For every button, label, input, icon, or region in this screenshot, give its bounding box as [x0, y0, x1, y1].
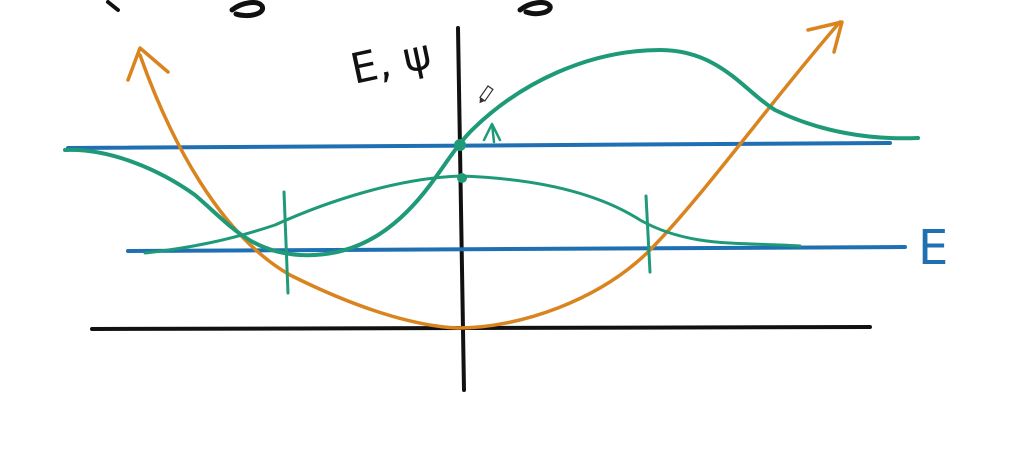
energy-label: E: [918, 220, 948, 276]
energy-level-lower: [126, 245, 907, 253]
potential-arrow-left: [126, 46, 170, 82]
potential-arrow-right: [806, 20, 844, 54]
y-axis: [456, 26, 466, 392]
wavefunction-ground: [143, 174, 802, 255]
turning-point-tick-left: [282, 190, 290, 295]
pen-cursor-icon: [479, 85, 494, 104]
axis-label: E, ψ: [346, 29, 435, 94]
turning-point-tick-right: [644, 194, 652, 274]
node-dot-upper: [454, 139, 466, 151]
peak-dot-ground: [457, 173, 467, 183]
cropped-handwriting-left: [229, 0, 266, 19]
potential-curve: [138, 20, 842, 330]
node-arrow: [482, 122, 502, 144]
cropped-handwriting-right: [517, 0, 553, 17]
cropped-handwriting-edge: [106, 0, 120, 12]
energy-level-upper: [66, 141, 892, 150]
